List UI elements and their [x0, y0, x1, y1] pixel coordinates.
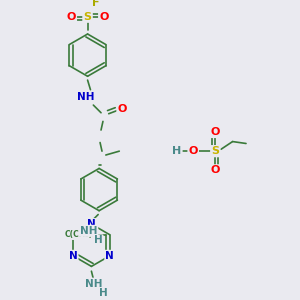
Text: H: H — [99, 288, 107, 298]
Text: S: S — [211, 146, 219, 156]
Text: NH: NH — [80, 226, 97, 236]
Text: O: O — [188, 146, 198, 156]
Text: F: F — [92, 0, 99, 8]
Text: O: O — [67, 12, 76, 22]
Text: C(CH₃)₂: C(CH₃)₂ — [65, 230, 96, 239]
Text: H: H — [172, 146, 182, 156]
Text: O: O — [118, 104, 127, 114]
Text: N: N — [105, 251, 114, 261]
Text: N: N — [69, 251, 77, 261]
Text: NH: NH — [77, 92, 94, 102]
Text: NH: NH — [85, 279, 102, 289]
Text: O: O — [99, 12, 109, 22]
Text: S: S — [84, 12, 92, 22]
Text: N: N — [87, 219, 96, 229]
Text: H: H — [94, 236, 103, 245]
Text: O: O — [211, 127, 220, 137]
Text: O: O — [211, 165, 220, 176]
